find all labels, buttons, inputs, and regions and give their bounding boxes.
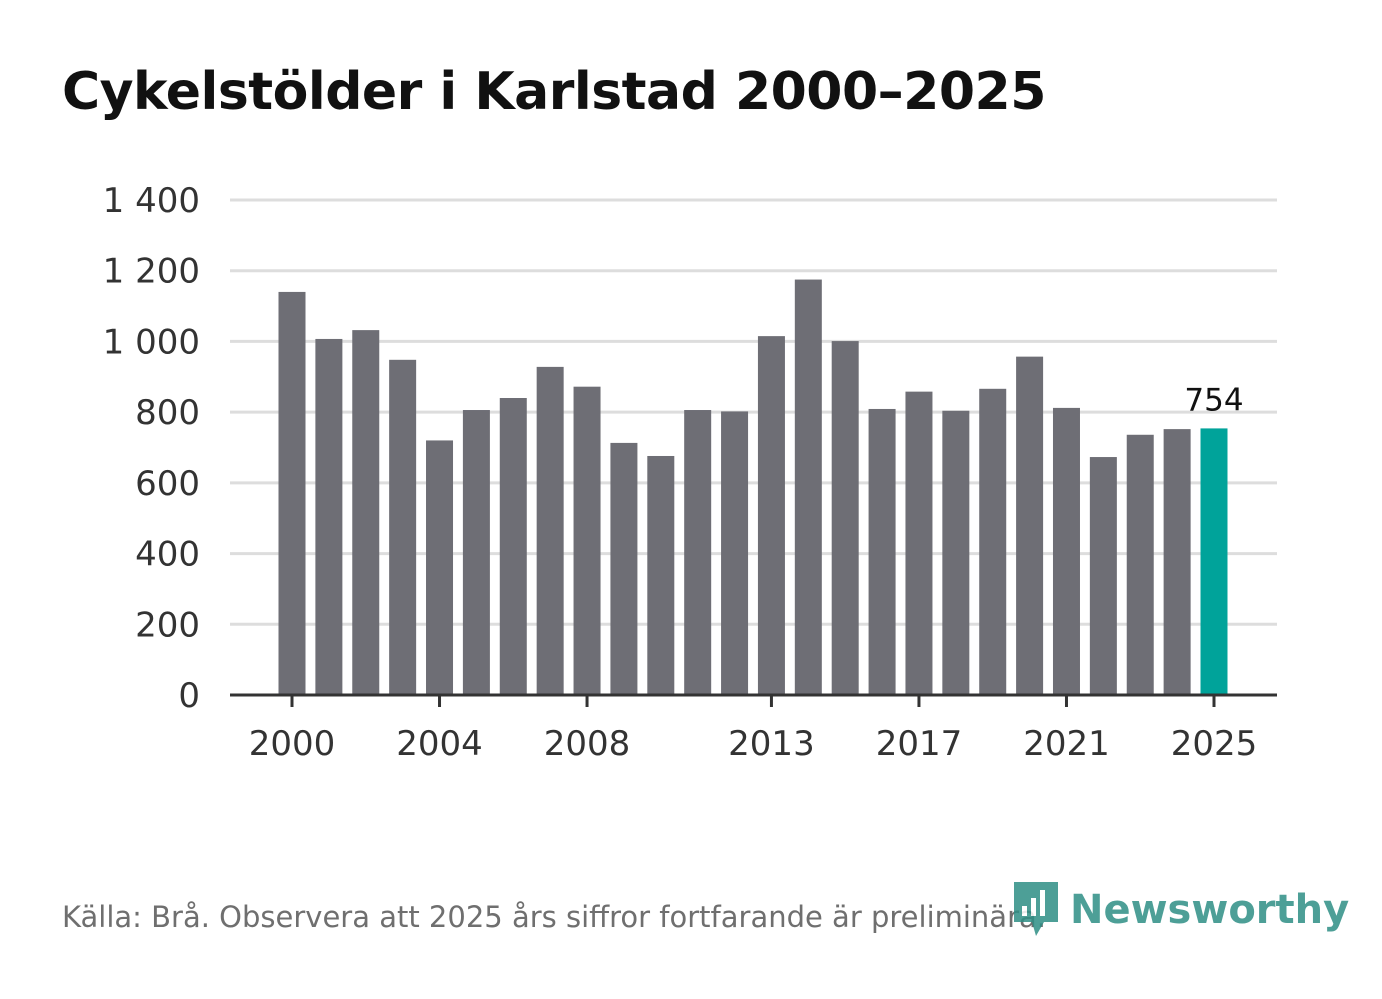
bar-2008 xyxy=(573,386,601,695)
bar-2021 xyxy=(1052,407,1080,695)
y-tick-label: 1 400 xyxy=(103,181,200,221)
bar-2007 xyxy=(536,366,564,695)
x-tick-label: 2017 xyxy=(876,724,963,764)
bar-2001 xyxy=(315,338,343,695)
y-tick-label: 200 xyxy=(135,605,200,645)
bar-2018 xyxy=(942,410,970,695)
bar-2002 xyxy=(352,330,380,695)
bars xyxy=(278,279,1228,695)
y-tick-label: 1 000 xyxy=(103,322,200,362)
y-tick-label: 0 xyxy=(178,676,200,716)
bar-2023 xyxy=(1126,434,1154,695)
bar-highlight-2025 xyxy=(1200,428,1228,695)
bar-2010 xyxy=(647,455,675,695)
bar-2012 xyxy=(721,411,749,695)
chart-title: Cykelstölder i Karlstad 2000–2025 xyxy=(62,62,1046,122)
bar-2004 xyxy=(426,440,454,695)
brand-logo: Newsworthy xyxy=(1010,878,1349,942)
bar-2024 xyxy=(1163,429,1191,695)
x-tick-label: 2025 xyxy=(1171,724,1258,764)
bar-2019 xyxy=(979,388,1007,695)
data-label-highlight: 754 xyxy=(1184,382,1243,418)
bar-2022 xyxy=(1089,457,1117,695)
bar-2015 xyxy=(831,341,859,695)
bar-2000 xyxy=(278,291,306,695)
x-tick-label: 2021 xyxy=(1023,724,1110,764)
bar-2020 xyxy=(1016,356,1044,695)
y-tick-label: 800 xyxy=(135,393,200,433)
bar-2013 xyxy=(757,336,785,695)
brand-name: Newsworthy xyxy=(1070,887,1350,933)
source-note: Källa: Brå. Observera att 2025 års siffr… xyxy=(62,900,1046,934)
x-tick-label: 2008 xyxy=(544,724,631,764)
bar-2017 xyxy=(905,391,933,695)
x-tick-label: 2013 xyxy=(728,724,815,764)
bar-2009 xyxy=(610,442,638,695)
y-tick-label: 1 200 xyxy=(103,252,200,292)
x-tick-label: 2004 xyxy=(396,724,483,764)
y-axis-ticks: 0 200 400 600 800 1 000 1 200 1 400 xyxy=(103,181,200,716)
y-tick-label: 600 xyxy=(135,464,200,504)
bar-2003 xyxy=(389,359,417,695)
gridlines xyxy=(230,198,1277,626)
bar-chart-logo-icon xyxy=(1010,878,1062,942)
bar-2006 xyxy=(499,398,527,695)
bar-2005 xyxy=(462,410,490,695)
data-labels: 754 xyxy=(1184,382,1243,418)
bar-2014 xyxy=(794,279,822,695)
bar-2011 xyxy=(684,410,712,695)
y-tick-label: 400 xyxy=(135,535,200,575)
bar-2016 xyxy=(868,408,896,695)
x-axis-ticks: 2000 2004 2008 2013 2017 2021 2025 xyxy=(249,695,1258,764)
x-tick-label: 2000 xyxy=(249,724,336,764)
